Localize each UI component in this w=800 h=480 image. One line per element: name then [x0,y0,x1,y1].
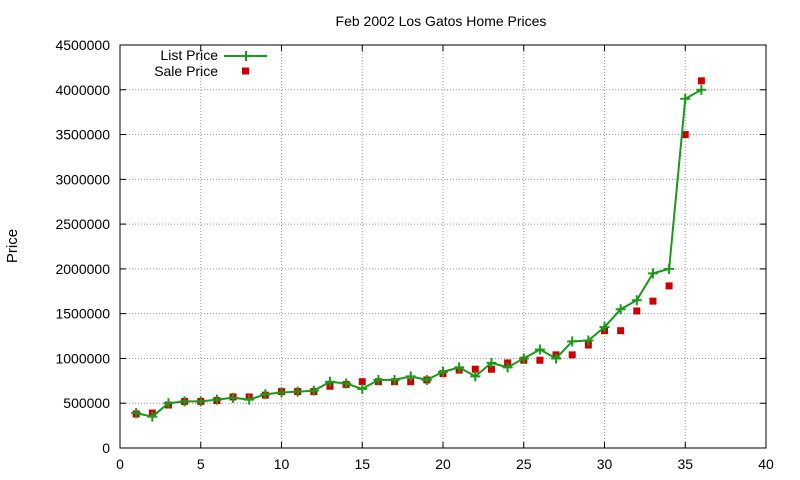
x-tick-label: 30 [597,456,613,472]
y-tick-label: 2500000 [55,216,110,232]
list-price-point [567,336,578,347]
sale-price-point [358,378,366,386]
list-price-point [131,408,142,419]
x-tick-label: 40 [758,456,774,472]
x-tick-label: 20 [435,456,451,472]
legend-label-sale-price: Sale Price [154,63,218,79]
x-tick-label: 35 [677,456,693,472]
list-price-point [534,344,545,355]
axis-ticks [119,44,767,449]
y-tick-label: 2000000 [55,261,110,277]
sale-price-point [633,307,641,315]
list-price-point [502,362,513,373]
y-tick-label: 0 [102,440,110,456]
list-price-point [696,84,707,95]
x-tick-label: 5 [197,456,205,472]
list-price-point [244,394,255,405]
y-tick-label: 4500000 [55,37,110,53]
chart-title: Feb 2002 Los Gatos Home Prices [336,13,547,29]
list-price-point [163,398,174,409]
y-axis-label: Price [4,229,21,263]
sale-price-point [487,365,495,373]
sale-price-point [697,77,705,85]
sale-price-point [471,365,479,373]
list-price-point [421,374,432,385]
sale-price-point [617,327,625,335]
list-price-point [664,263,675,274]
list-price-point [308,385,319,396]
y-tick-label: 1500000 [55,306,110,322]
list-price-point [583,335,594,346]
y-tick-labels: 0 500000 1000000 1500000 2000000 2500000 30000… [55,37,110,456]
y-tick-label: 3500000 [55,127,110,143]
sale-price-point [568,351,576,359]
list-price-point [357,383,368,394]
legend-label-list-price: List Price [160,47,218,63]
y-tick-label: 1000000 [55,350,110,366]
list-price-point [373,374,384,385]
list-price-point [341,378,352,389]
list-price-point [470,371,481,382]
list-price-point [680,93,691,104]
x-tick-label: 10 [274,456,290,472]
list-price-point [599,322,610,333]
y-tick-label: 4000000 [55,82,110,98]
sale-price-point [665,282,673,290]
list-price-point [179,396,190,407]
y-tick-label: 3000000 [55,171,110,187]
x-tick-label: 25 [516,456,532,472]
grid [120,45,766,448]
list-price-point [195,396,206,407]
list-price-point [324,376,335,387]
list-price-point [518,353,529,364]
legend: List Price Sale Price [154,47,267,79]
series [131,77,707,422]
list-price-point [276,387,287,398]
list-price-point [405,371,416,382]
list-price-point [389,374,400,385]
list-price-point [438,366,448,377]
list-price-point [292,386,303,397]
x-tick-label: 0 [116,456,124,472]
list-price-point [147,411,158,422]
legend-marker-list-price [241,51,251,61]
sale-price-point [649,297,657,305]
legend-marker-sale-price [242,67,249,75]
list-price-line [135,88,702,418]
list-price-point [551,353,562,364]
list-price-point [228,392,239,403]
list-price-point [647,268,658,279]
list-price-point [260,389,271,400]
list-price-point [454,362,465,373]
list-price-point [211,394,222,405]
y-tick-label: 500000 [63,395,110,411]
x-tick-label: 15 [354,456,370,472]
list-price-point [631,295,642,306]
x-tick-labels: 0 5 10 15 20 25 30 35 40 [116,456,774,472]
sale-price-point [536,356,544,364]
list-price-point [486,357,497,368]
sale-price-point [407,378,415,386]
sale-price-point [681,131,689,139]
list-price-point [615,304,626,315]
